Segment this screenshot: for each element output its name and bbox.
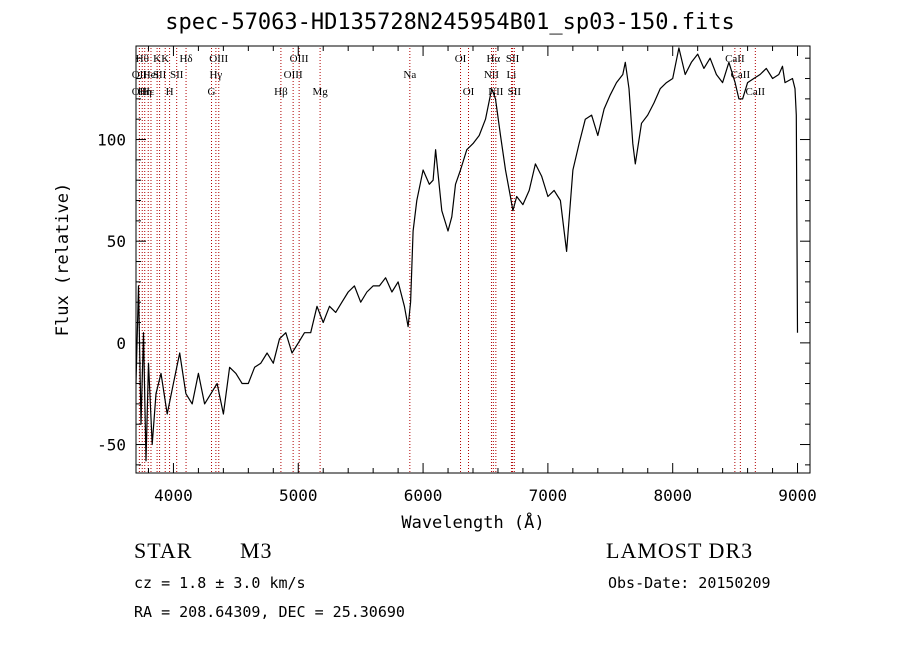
x-tick-label: 4000 [154,486,193,505]
x-tick-label: 6000 [404,486,443,505]
spectral-line-label: CaII [746,86,766,98]
spectral-line-label: OIII [284,69,303,81]
spectral-line-label: Hη [138,86,152,98]
spectral-line-label: OI [455,53,467,65]
spectral-line-label: G [208,86,216,98]
x-axis-label: Wavelength (Å) [401,511,544,533]
x-tick-label: 5000 [279,486,318,505]
obs-date-text: Obs-Date: 20150209 [608,574,771,592]
spectral-line-label: CaII [731,69,751,81]
spectral-line-label: CaII [725,53,745,65]
y-axis-label: Flux (relative) [53,183,73,337]
spectral-line-label: Hε [142,86,155,98]
spectral-line-label: K [161,53,169,65]
spectral-line-label: SII [153,69,167,81]
spectral-line-label: Li [507,69,517,81]
spectral-line-label: Hθ [136,53,149,65]
spectral-line-label: Hδ [179,53,192,65]
spectral-line-label: NII [484,69,500,81]
subclass-label: M3 [240,538,273,563]
spectral-line-label: Na [403,69,416,81]
y-tick-label: -50 [97,436,126,455]
coords-text: RA = 208.64309, DEC = 25.30690 [134,603,405,621]
flux-series-line [135,47,799,462]
spectral-line-label: Hβ [274,86,288,98]
spectral-line-label: Mg [312,86,328,98]
x-tick-label: 8000 [653,486,692,505]
spectral-line-label: H [166,86,174,98]
x-tick-label: 7000 [529,486,568,505]
spectral-line-label: SII [508,86,522,98]
spectral-line-label: SII [170,69,184,81]
class-label: STAR [134,538,193,563]
spectral-line-label: SII [506,53,520,65]
spectral-line-label: OIII [290,53,309,65]
cz-text: cz = 1.8 ± 3.0 km/s [134,574,306,592]
survey-label: LAMOST DR3 [606,538,754,563]
spectral-line-label: Hγ [209,69,222,81]
y-tick-label: 100 [97,131,126,150]
spectral-line-label: OIII [209,53,228,65]
y-tick-label: 50 [107,232,126,251]
spectral-line-label: HeI [143,69,160,81]
y-tick-label: 0 [116,334,126,353]
spectral-line-label: Hα [486,53,500,65]
x-tick-label: 9000 [778,486,817,505]
chart-title: spec-57063-HD135728N245954B01_sp03-150.f… [165,10,735,35]
plot-frame [135,45,811,474]
spectral-line-label: OI [463,86,475,98]
spectral-line-label: K [153,53,161,65]
